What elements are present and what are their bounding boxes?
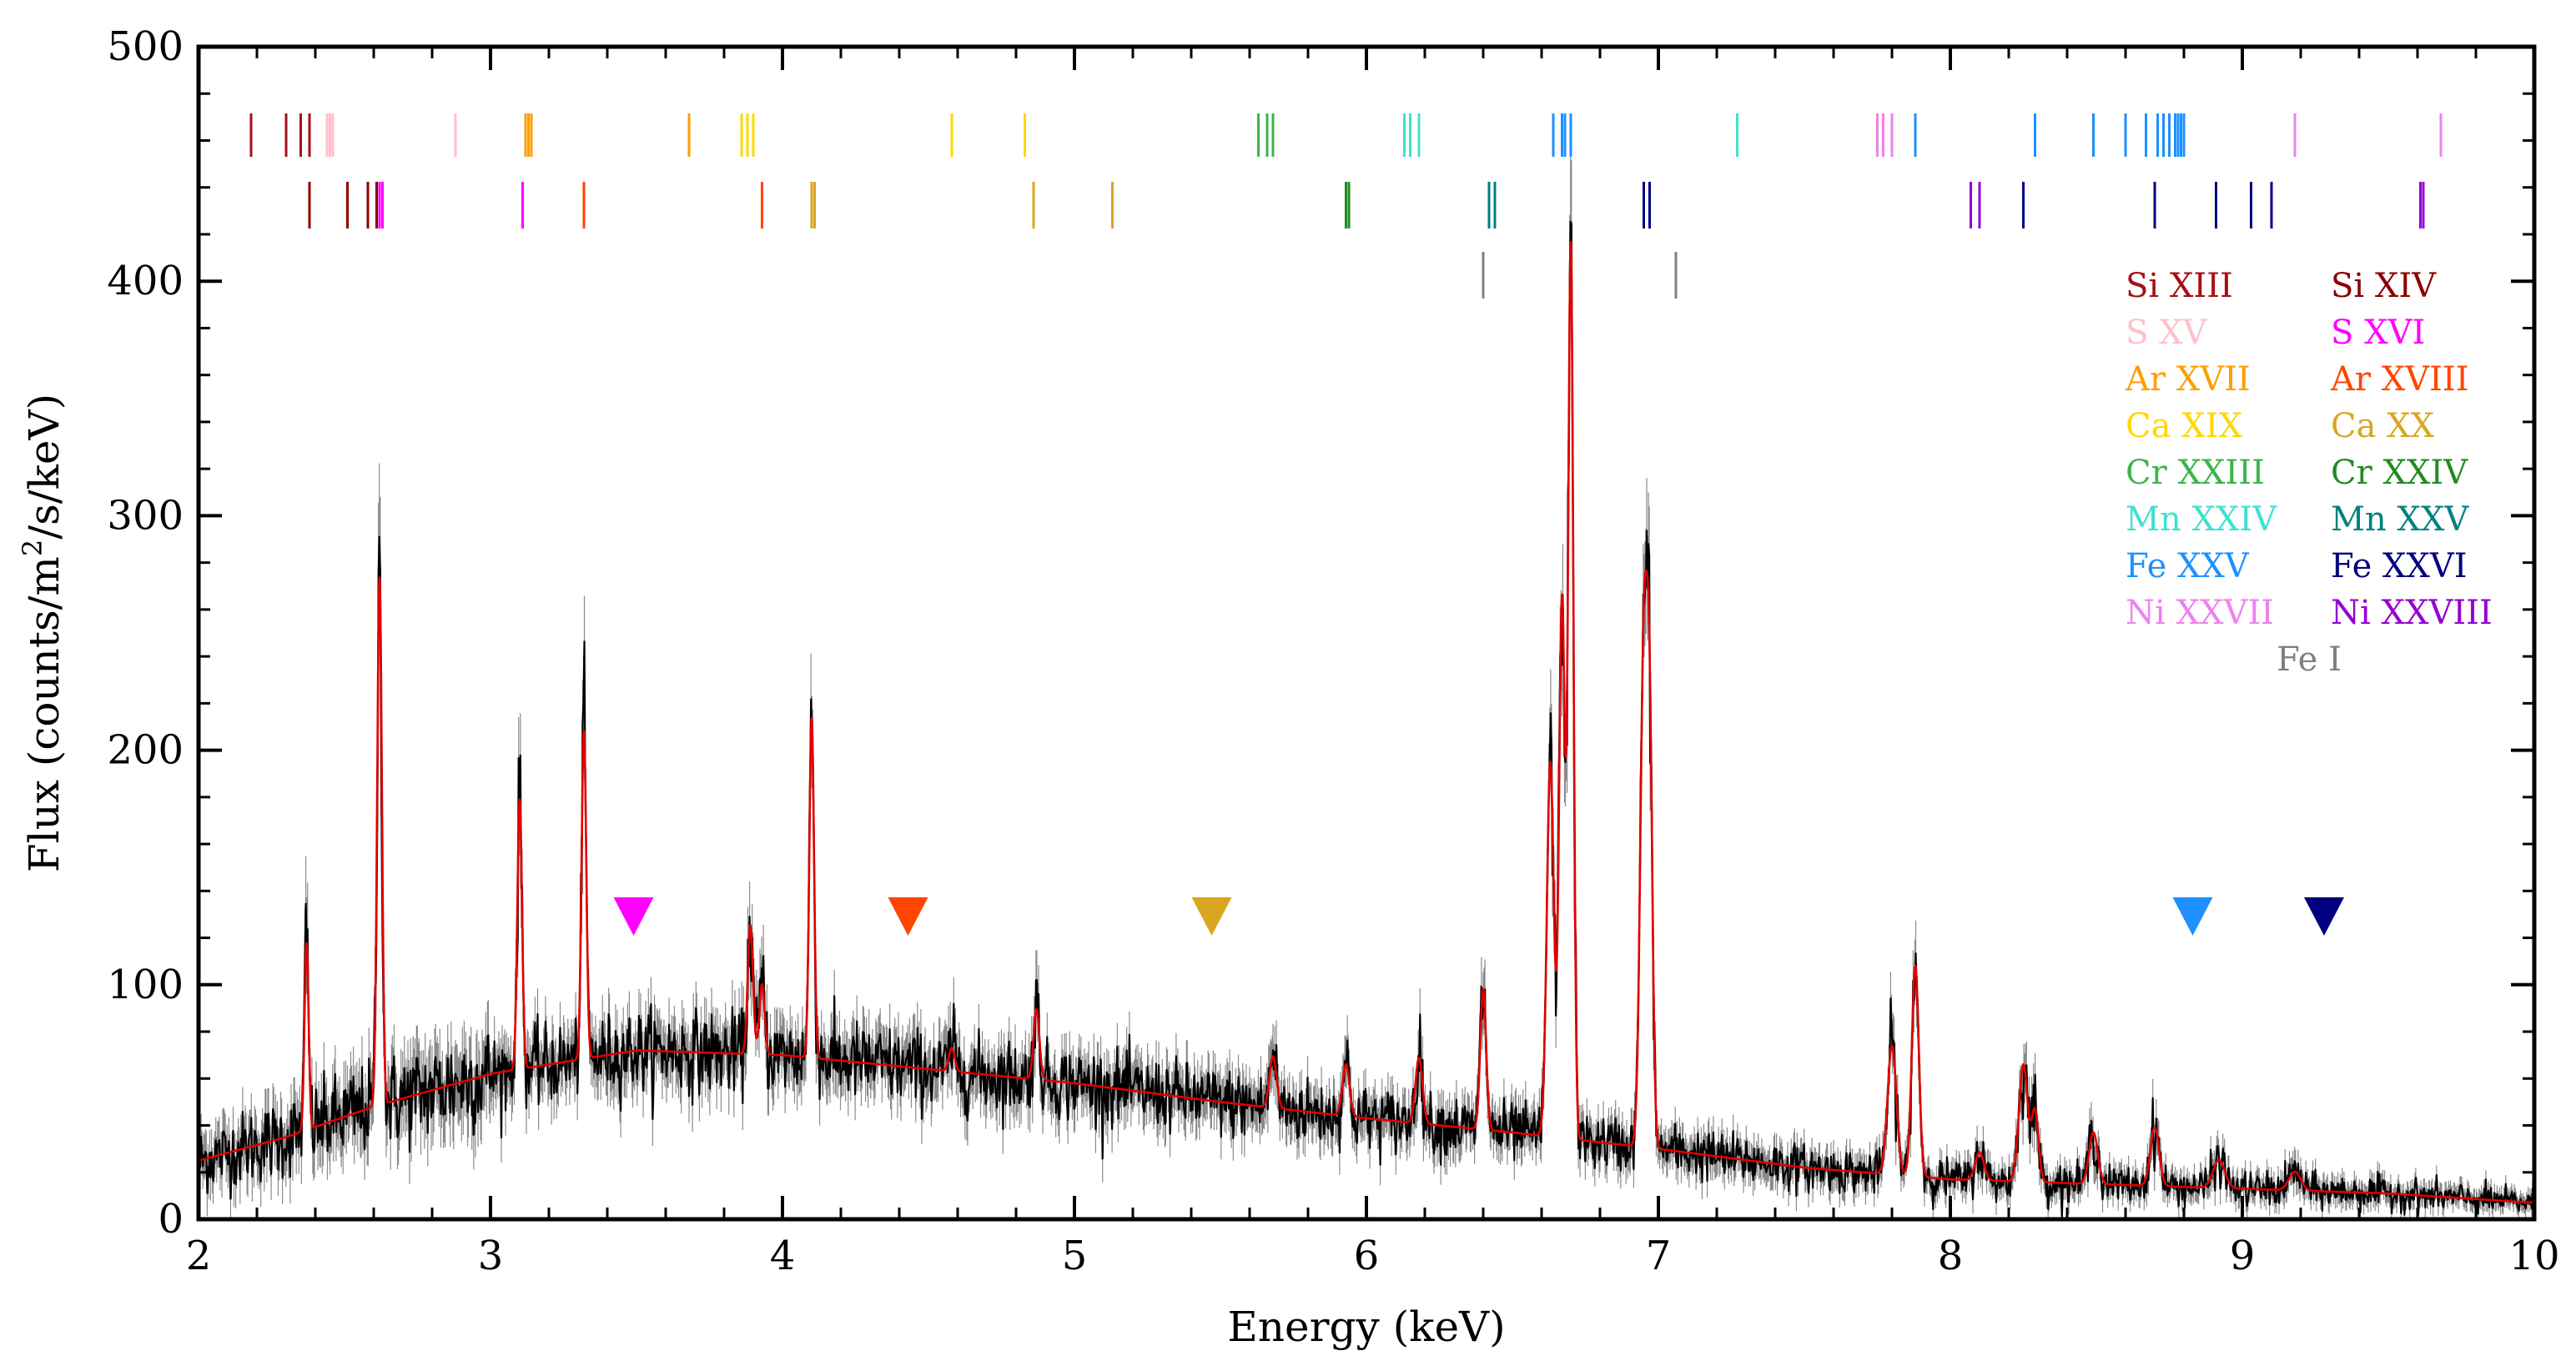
legend-entry: Fe XXVI [2331, 547, 2468, 585]
x-tick-label: 10 [2508, 1233, 2559, 1279]
legend-entry: Mn XXIV [2126, 500, 2277, 539]
edge-marker [888, 897, 928, 936]
edge-marker [2304, 897, 2344, 936]
x-tick-label: 7 [1646, 1233, 1672, 1279]
edge-marker [2172, 897, 2213, 936]
legend-entry: Ca XIX [2126, 407, 2242, 445]
legend: Si XIII S XV Ar XVII Ca XIX Cr XXIII Mn XXIV F… [2125, 267, 2493, 679]
x-tick-label: 4 [770, 1233, 796, 1279]
legend-entry: Si XIII [2126, 267, 2233, 305]
x-tick-label: 9 [2230, 1233, 2256, 1279]
y-axis-label: Flux (counts/m2/s/keV) [17, 394, 68, 872]
legend-entry: Ni XXVIII [2331, 594, 2493, 632]
legend-entry: Cr XXIII [2126, 454, 2265, 492]
y-axis-label-sup: 2 [17, 540, 48, 556]
legend-entry: S XVI [2331, 314, 2425, 352]
legend-entry: Fe I [2277, 640, 2342, 679]
legend-entry: Si XIV [2331, 267, 2437, 305]
legend-entry: Ca XX [2331, 407, 2435, 445]
legend-entry: Ar XVII [2125, 360, 2251, 399]
x-tick-label: 2 [186, 1233, 212, 1279]
x-tick-label: 8 [1938, 1233, 1964, 1279]
legend-entry: Ar XVIII [2330, 360, 2469, 399]
y-tick-label: 500 [107, 23, 184, 70]
legend-entry: Ni XXVII [2126, 594, 2274, 632]
y-tick-label: 400 [107, 258, 184, 304]
legend-entry: S XV [2126, 314, 2208, 352]
y-tick-label: 300 [107, 492, 184, 539]
model-spectrum [199, 240, 2534, 1204]
y-tick-label: 100 [107, 962, 184, 1008]
model-series [199, 240, 2534, 1204]
edge-marker [613, 897, 654, 936]
y-axis-label-prefix: Flux (counts/m [20, 556, 68, 872]
legend-entry: Fe XXV [2126, 547, 2250, 585]
x-tick-label: 3 [478, 1233, 504, 1279]
legend-entry: Mn XXV [2331, 500, 2469, 539]
y-tick-label: 200 [107, 727, 184, 774]
x-axis-label: Energy (keV) [1227, 1303, 1505, 1351]
legend-entry: Cr XXIV [2331, 454, 2468, 492]
y-axis-label-suffix: /s/keV) [20, 394, 68, 540]
edge-markers [613, 897, 2344, 936]
edge-marker [1191, 897, 1232, 936]
y-tick-label: 0 [158, 1196, 184, 1243]
line-id-ticks [249, 113, 2443, 299]
x-tick-label: 6 [1354, 1233, 1380, 1279]
x-tick-label: 5 [1062, 1233, 1088, 1279]
